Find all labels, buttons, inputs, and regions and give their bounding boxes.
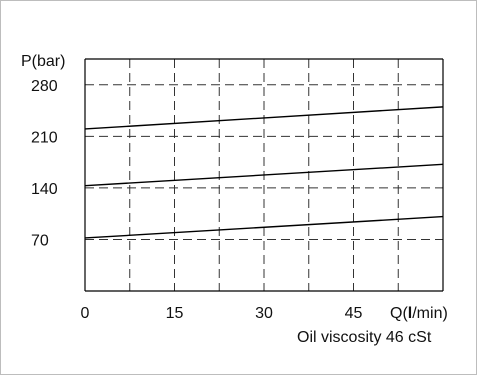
y-tick-label-0: 70 (31, 232, 49, 249)
series-line-1 (84, 106, 444, 130)
y-axis-title: P(bar) (21, 53, 65, 70)
series-layer (84, 106, 444, 239)
series-line-2 (84, 163, 444, 187)
x-tick-label-0: 0 (81, 305, 90, 322)
y-tick-label-1: 140 (31, 181, 58, 198)
viscosity-note: Oil viscosity 46 cSt (297, 329, 432, 346)
y-tick-label-2: 210 (31, 129, 58, 146)
x-tick-label-3: 45 (345, 305, 363, 322)
series-line-3 (84, 215, 444, 239)
axis-layer (84, 58, 444, 292)
x-axis-title: Q(l/min) (390, 305, 448, 322)
y-tick-label-3: 280 (31, 78, 58, 95)
x-tick-label-1: 15 (166, 305, 184, 322)
tick-label-layer: 0 15 30 45 70 140 210 280 (31, 78, 363, 322)
x-tick-label-2: 30 (255, 305, 273, 322)
